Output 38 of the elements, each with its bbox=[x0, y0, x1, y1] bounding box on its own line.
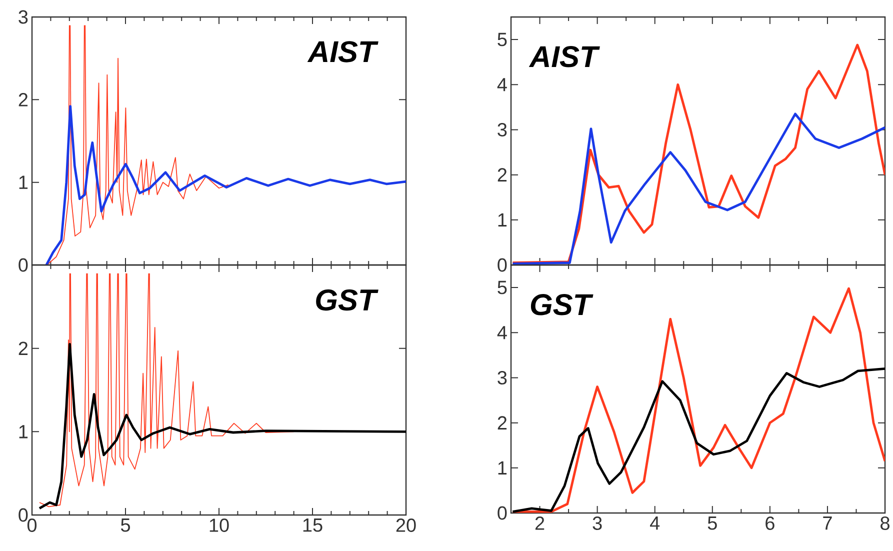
annotation: GST bbox=[316, 289, 378, 311]
x-tick-label: 3 bbox=[592, 516, 602, 530]
x-tick-label: 15 bbox=[303, 518, 322, 532]
line-series bbox=[512, 368, 886, 513]
y-tick-label: 5 bbox=[498, 32, 507, 46]
y-tick-label: 4 bbox=[497, 78, 507, 92]
y-tick-label: 3 bbox=[498, 371, 507, 384]
line-series bbox=[38, 342, 406, 510]
y-tick-label: 0 bbox=[498, 258, 507, 272]
y-tick-label: 2 bbox=[498, 416, 507, 430]
y-tick-label: 1 bbox=[498, 213, 507, 226]
y-tick-label: 3 bbox=[498, 122, 507, 136]
x-tick-label: 5 bbox=[120, 518, 130, 532]
x-tick-label: 10 bbox=[210, 518, 229, 532]
y-tick-label: 1 bbox=[498, 461, 507, 474]
annotation: AIST bbox=[528, 46, 600, 68]
line-series bbox=[512, 44, 886, 264]
x-tick-label: 6 bbox=[766, 516, 774, 530]
y-tick-label: 2 bbox=[18, 93, 28, 106]
y-tick-label: 4 bbox=[497, 326, 507, 340]
x-tick-label: 7 bbox=[823, 516, 832, 530]
x-tick-label: 5 bbox=[708, 516, 717, 530]
x-tick-label: 20 bbox=[396, 518, 416, 532]
annotation: GST bbox=[530, 294, 594, 316]
x-tick-label: 4 bbox=[650, 516, 660, 530]
y-tick-label: 2 bbox=[498, 168, 507, 182]
annotation: AIST bbox=[307, 41, 378, 62]
y-tick-label: 1 bbox=[19, 176, 28, 189]
y-tick-label: 0 bbox=[498, 506, 507, 520]
x-tick-label: 8 bbox=[880, 516, 890, 530]
x-tick-label: 2 bbox=[535, 516, 544, 530]
line-series bbox=[45, 105, 406, 265]
y-tick-label: 0 bbox=[18, 258, 28, 272]
y-tick-label: 3 bbox=[18, 10, 28, 24]
line-series bbox=[512, 112, 886, 265]
y-tick-label: 2 bbox=[18, 342, 28, 355]
y-tick-label: 1 bbox=[19, 425, 28, 438]
y-tick-label: 5 bbox=[498, 280, 507, 294]
